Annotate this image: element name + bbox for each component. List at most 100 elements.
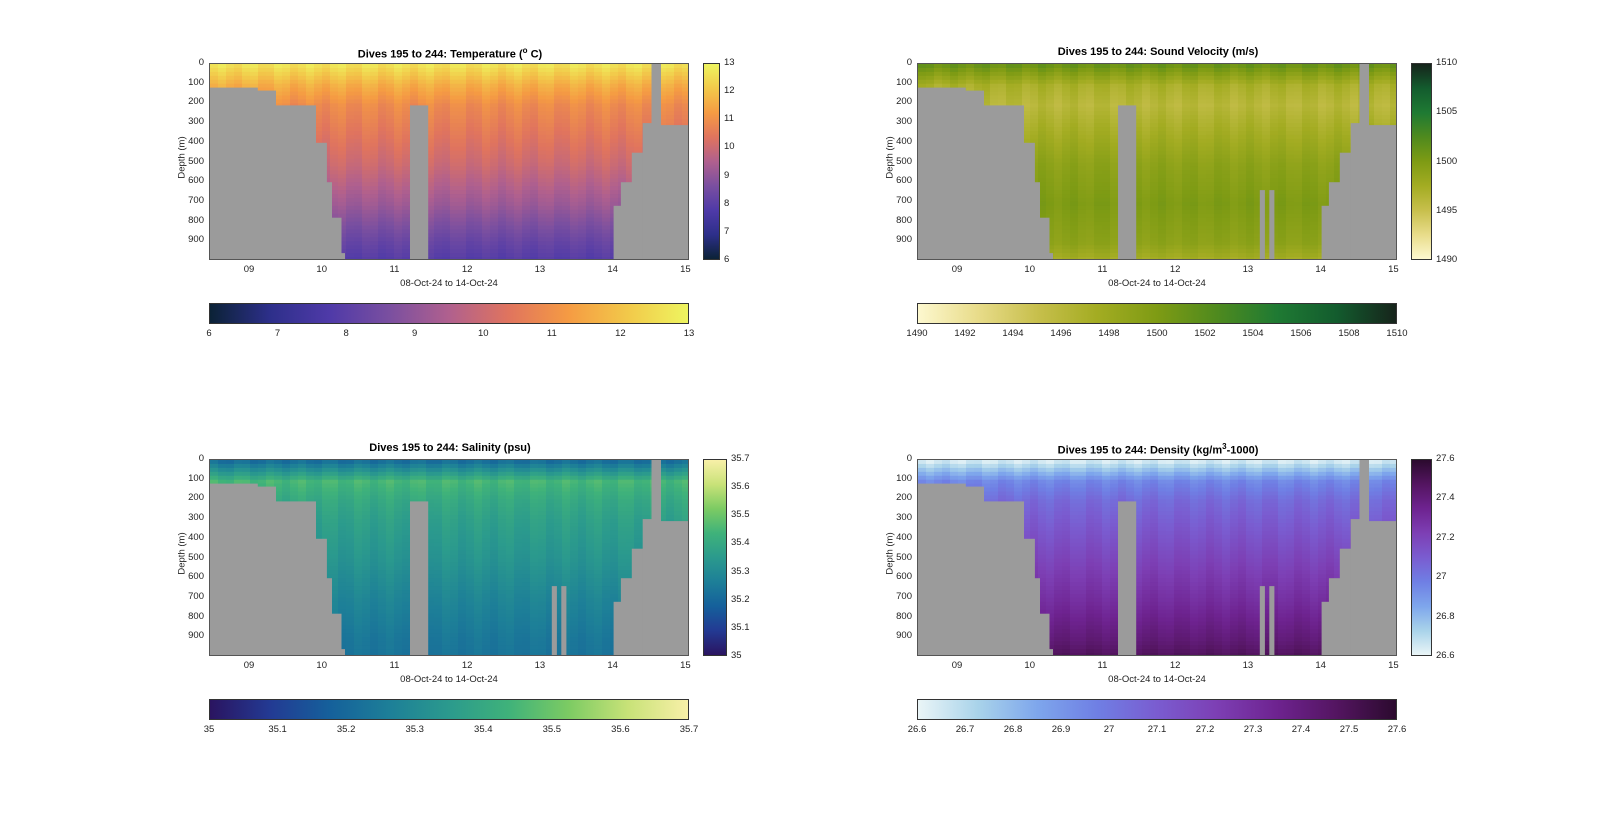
- heatmap-cell: [1182, 174, 1191, 179]
- heatmap-cell: [306, 83, 315, 89]
- heatmap-cell: [1190, 237, 1199, 242]
- heatmap-cell: [522, 174, 531, 179]
- heatmap-cell: [1038, 209, 1047, 215]
- heatmap-cell: [1166, 138, 1175, 144]
- heatmap-cell: [1190, 134, 1199, 140]
- heatmap-cell: [578, 123, 587, 128]
- heatmap-cell: [378, 233, 387, 238]
- heatmap-cell: [578, 142, 587, 148]
- heatmap-cell: [402, 201, 411, 207]
- heatmap-cell: [338, 229, 347, 235]
- heatmap-cell: [1078, 201, 1087, 207]
- heatmap-cell: [1206, 245, 1215, 250]
- heatmap-cell: [458, 225, 467, 231]
- heatmap-cell: [1038, 99, 1047, 104]
- heatmap-cell: [666, 91, 675, 97]
- heatmap-cell: [966, 79, 975, 85]
- heatmap-cell: [1102, 115, 1111, 120]
- heatmap-cell: [354, 186, 363, 191]
- heatmap-cell: [1054, 130, 1063, 136]
- heatmap-cell: [594, 221, 603, 227]
- heatmap-cell: [322, 103, 331, 108]
- heatmap-cell: [482, 134, 491, 140]
- heatmap-cell: [1150, 127, 1159, 132]
- x-tick-label: 14: [607, 264, 618, 275]
- heatmap-cell: [1206, 217, 1215, 223]
- heatmap-cell: [1222, 64, 1231, 69]
- heatmap-cell: [1214, 150, 1223, 156]
- heatmap-cell: [1038, 107, 1047, 112]
- heatmap-cell: [338, 142, 347, 148]
- heatmap-cell: [610, 134, 619, 140]
- heatmap-cell: [426, 87, 435, 93]
- heatmap-cell: [1102, 225, 1111, 231]
- heatmap-cell: [458, 127, 467, 132]
- heatmap-cell: [490, 166, 499, 171]
- heatmap-cell: [330, 213, 339, 219]
- heatmap-cell: [1070, 158, 1079, 164]
- heatmap-cell: [282, 71, 291, 77]
- heatmap-cell: [530, 107, 539, 112]
- heatmap-cell: [1174, 91, 1183, 97]
- heatmap-cell: [378, 123, 387, 128]
- heatmap-cell: [1086, 233, 1095, 238]
- heatmap-cell: [1142, 134, 1151, 140]
- heatmap-cell: [1070, 221, 1079, 227]
- heatmap-cell: [402, 182, 411, 187]
- heatmap-cell: [370, 221, 379, 227]
- heatmap-cell: [1142, 197, 1151, 203]
- heatmap-cell: [434, 162, 443, 168]
- heatmap-cell: [1134, 87, 1143, 93]
- heatmap-cell: [942, 71, 951, 77]
- heatmap-cell: [466, 162, 475, 168]
- heatmap-cell: [1094, 99, 1103, 104]
- heatmap-cell: [1038, 201, 1047, 207]
- heatmap-cell: [458, 190, 467, 195]
- heatmap-cell: [386, 225, 395, 231]
- heatmap-cell: [1150, 95, 1159, 101]
- heatmap-cell: [250, 67, 259, 73]
- heatmap-cell: [1086, 103, 1095, 108]
- heatmap-cell: [458, 67, 467, 73]
- heatmap-cell: [626, 99, 635, 104]
- heatmap-cell: [290, 87, 299, 93]
- heatmap-cell: [1174, 162, 1183, 168]
- heatmap-cell: [346, 142, 355, 148]
- heatmap-cell: [490, 142, 499, 148]
- heatmap-cell: [1062, 130, 1071, 136]
- heatmap-cell: [1222, 119, 1231, 124]
- heatmap-cell: [394, 127, 403, 132]
- heatmap-cell: [562, 91, 571, 97]
- heatmap-cell: [402, 138, 411, 144]
- heatmap-cell: [338, 158, 347, 164]
- heatmap-cell: [570, 64, 579, 69]
- heatmap-cell: [506, 127, 515, 132]
- heatmap-cell: [546, 119, 555, 124]
- heatmap-cell: [1206, 150, 1215, 156]
- heatmap-cell: [1062, 190, 1071, 195]
- heatmap-cell: [322, 130, 331, 136]
- heatmap-cell: [1166, 182, 1175, 187]
- heatmap-cell: [474, 158, 483, 164]
- heatmap-cell: [586, 91, 595, 97]
- heatmap-svg: [210, 64, 688, 259]
- heatmap-cell: [1126, 95, 1135, 101]
- heatmap-cell: [594, 233, 603, 238]
- heatmap-cell: [626, 79, 635, 85]
- heatmap-cell: [1070, 127, 1079, 132]
- heatmap-cell: [1134, 217, 1143, 223]
- heatmap-cell: [338, 166, 347, 171]
- heatmap-cell: [1070, 138, 1079, 144]
- heatmap-cell: [554, 201, 563, 207]
- heatmap-cell: [306, 99, 315, 104]
- heatmap-cell: [562, 249, 571, 254]
- heatmap-cell: [1206, 71, 1215, 77]
- heatmap-cell: [1094, 83, 1103, 89]
- heatmap-cell: [314, 119, 323, 124]
- heatmap-cell: [338, 127, 347, 132]
- heatmap-cell: [210, 75, 219, 81]
- heatmap-cell: [1070, 190, 1079, 195]
- heatmap-cell: [338, 150, 347, 156]
- heatmap-cell: [934, 67, 943, 73]
- heatmap-cell: [578, 205, 587, 211]
